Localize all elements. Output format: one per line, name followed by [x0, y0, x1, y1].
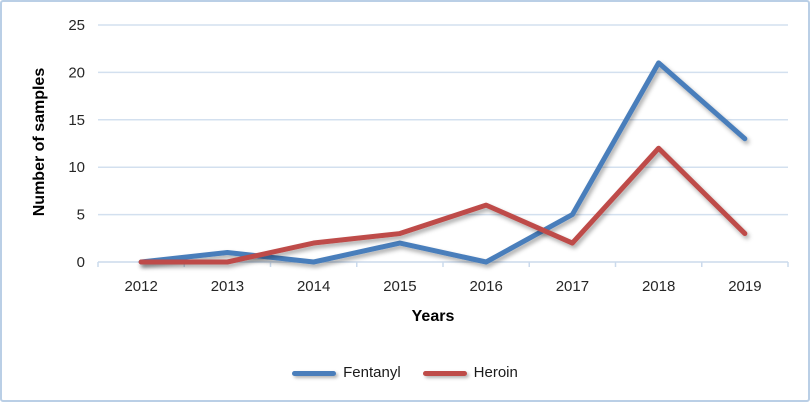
y-tick-label: 10: [68, 159, 85, 176]
x-tick-label: 2017: [556, 278, 589, 295]
legend-label: Fentanyl: [343, 364, 401, 381]
x-tick-label: 2019: [728, 278, 761, 295]
x-tick-label: 2018: [642, 278, 675, 295]
legend-item-fentanyl: Fentanyl: [292, 363, 401, 383]
x-tick-label: 2015: [383, 278, 416, 295]
y-tick-label: 15: [68, 112, 85, 129]
y-axis-title: Number of samples: [31, 67, 48, 217]
legend: Fentanyl Heroin: [2, 363, 808, 383]
x-tick-label: 2014: [297, 278, 330, 295]
y-tick-label: 0: [77, 254, 85, 271]
legend-line-swatch: [292, 370, 337, 376]
x-tick-label: 2016: [469, 278, 502, 295]
x-tick-label: 2013: [211, 278, 244, 295]
legend-item-heroin: Heroin: [422, 363, 518, 383]
series-line-fentanyl: [138, 60, 748, 265]
series-line-heroin: [138, 145, 748, 265]
legend-line-swatch: [422, 370, 467, 376]
y-tick-label: 20: [68, 64, 85, 81]
x-axis-title: Years: [411, 308, 455, 325]
x-tick-label: 2012: [124, 278, 157, 295]
y-tick-label: 5: [77, 207, 85, 224]
y-tick-label: 25: [68, 17, 85, 34]
legend-label: Heroin: [473, 364, 518, 381]
